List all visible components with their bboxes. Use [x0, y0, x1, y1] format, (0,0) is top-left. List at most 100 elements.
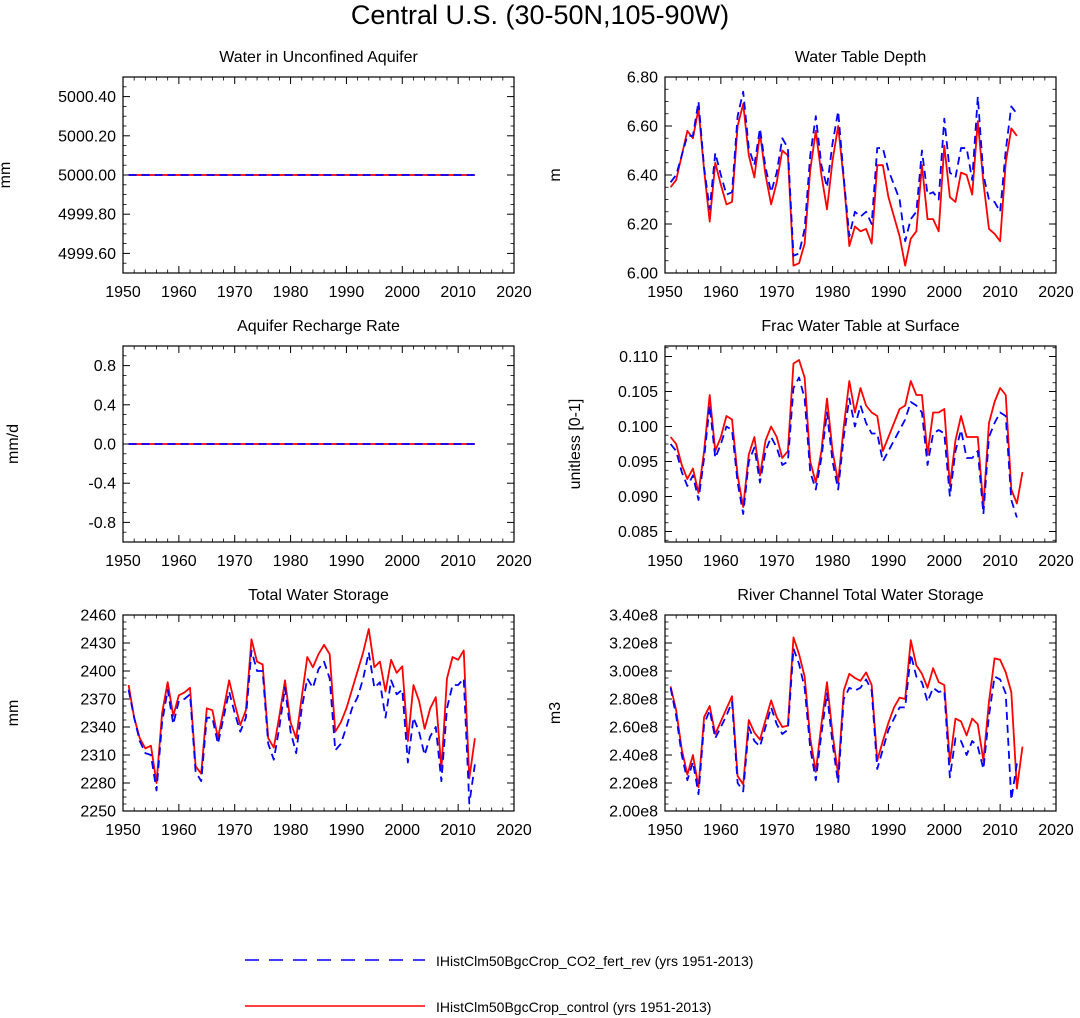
x-tick-label: 1970: [759, 553, 795, 570]
y-tick-label: 0.0: [94, 437, 116, 454]
x-tick-label: 1980: [273, 822, 309, 839]
panel-3: Aquifer Recharge Rate mm/d 1950 1960 1970 198…: [5, 318, 532, 570]
plot-frame: [664, 76, 1057, 274]
panel-6: River Channel Total Water Storage m3 1950 1…: [547, 587, 1074, 839]
y-tick-label: 2430: [80, 636, 116, 653]
y-axis-label: mm: [0, 162, 14, 189]
x-tick-label: 2010: [440, 284, 476, 301]
panel-title: Total Water Storage: [248, 587, 389, 604]
series-line-control: [127, 628, 476, 784]
y-tick-label: 0.4: [94, 397, 116, 414]
x-tick-label: 1960: [161, 284, 197, 301]
x-tick-label: 1960: [703, 553, 739, 570]
panel-5: Total Water Storage mm 1950 1960 1970 1980 199…: [5, 587, 532, 839]
x-tick-label: 1990: [329, 284, 365, 301]
series-line-control: [669, 636, 1024, 790]
panel-title: River Channel Total Water Storage: [737, 587, 983, 604]
x-tick-label: 2020: [1038, 553, 1074, 570]
y-tick-label: 0.100: [618, 419, 658, 436]
panel-title: Aquifer Recharge Rate: [237, 318, 400, 335]
y-tick-label: 2280: [80, 776, 116, 793]
y-tick-label: 2370: [80, 692, 116, 709]
y-tick-label: 4999.60: [58, 246, 116, 263]
panel-title: Water in Unconfined Aquifer: [219, 49, 418, 66]
panel-1: Water in Unconfined Aquifer mm 1950 1960 197…: [0, 49, 532, 301]
y-tick-label: 0.8: [94, 358, 116, 375]
y-axis-label: mm/d: [5, 424, 22, 464]
legend-label-co2-fert-rev: IHistClm50BgcCrop_CO2_fert_rev (yrs 1951…: [436, 953, 753, 969]
x-tick-label: 2010: [982, 553, 1018, 570]
x-tick-label: 2000: [926, 822, 962, 839]
x-tick-label: 1960: [161, 822, 197, 839]
x-tick-label: 2020: [496, 553, 532, 570]
panel-title: Frac Water Table at Surface: [761, 318, 959, 335]
x-tick-label: 1950: [105, 284, 141, 301]
x-tick-label: 2000: [926, 284, 962, 301]
x-tick-label: 1990: [871, 553, 907, 570]
x-tick-label: 1950: [105, 553, 141, 570]
plot-frame: [122, 614, 515, 812]
y-tick-label: 0.095: [618, 454, 658, 471]
x-tick-label: 2000: [384, 553, 420, 570]
y-tick-label: 2.20e8: [609, 776, 658, 793]
x-tick-label: 1980: [815, 553, 851, 570]
x-tick-label: 1960: [703, 284, 739, 301]
y-tick-label: 2310: [80, 748, 116, 765]
y-tick-label: 3.00e8: [609, 664, 658, 681]
x-tick-label: 1970: [217, 822, 253, 839]
x-tick-label: 2010: [982, 284, 1018, 301]
y-tick-label: 0.090: [618, 489, 658, 506]
y-axis-label: m3: [547, 702, 564, 724]
y-tick-label: 6.40: [627, 168, 658, 185]
x-tick-label: 1980: [815, 284, 851, 301]
panel-4: Frac Water Table at Surface unitless [0-1…: [567, 318, 1074, 570]
x-tick-label: 1950: [105, 822, 141, 839]
plot-frame: [664, 345, 1057, 543]
x-tick-label: 2020: [1038, 284, 1074, 301]
panel-title: Water Table Depth: [795, 49, 927, 66]
x-tick-label: 2020: [496, 822, 532, 839]
y-tick-label: 5000.00: [58, 168, 116, 185]
y-tick-label: 2.00e8: [609, 804, 658, 821]
y-tick-label: 2340: [80, 720, 116, 737]
x-tick-label: 1970: [217, 284, 253, 301]
y-tick-label: 2460: [80, 608, 116, 625]
y-tick-label: 2.60e8: [609, 720, 658, 737]
y-tick-label: 2.80e8: [609, 692, 658, 709]
y-tick-label: 5000.20: [58, 128, 116, 145]
x-tick-label: 1950: [647, 553, 683, 570]
x-tick-label: 1980: [273, 553, 309, 570]
series-line-co2-fert-rev: [669, 376, 1018, 518]
x-tick-label: 2000: [926, 553, 962, 570]
y-tick-label: -0.4: [88, 476, 116, 493]
y-tick-label: 0.085: [618, 524, 658, 541]
y-tick-label: 3.40e8: [609, 608, 658, 625]
y-axis-label: unitless [0-1]: [567, 399, 584, 490]
x-tick-label: 2020: [1038, 822, 1074, 839]
x-tick-label: 1990: [871, 822, 907, 839]
x-tick-label: 1950: [647, 822, 683, 839]
x-tick-label: 1980: [815, 822, 851, 839]
panel-2: Water Table Depth m 1950 1960 1970 1980 1990 20…: [547, 49, 1074, 301]
y-tick-label: 6.20: [627, 217, 658, 234]
y-axis-label: m: [547, 168, 564, 181]
y-tick-label: 2.40e8: [609, 748, 658, 765]
y-axis-label: mm: [5, 700, 22, 727]
x-tick-label: 2000: [384, 822, 420, 839]
x-tick-label: 1970: [759, 284, 795, 301]
y-tick-label: 0.105: [618, 384, 658, 401]
x-tick-label: 1990: [329, 553, 365, 570]
y-tick-label: 6.60: [627, 119, 658, 136]
x-tick-label: 1990: [871, 284, 907, 301]
x-tick-label: 2020: [496, 284, 532, 301]
series-line-co2-fert-rev: [669, 90, 1018, 257]
x-tick-label: 1980: [273, 284, 309, 301]
y-tick-label: 5000.40: [58, 89, 116, 106]
y-tick-label: 6.80: [627, 70, 658, 87]
x-tick-label: 1990: [329, 822, 365, 839]
x-tick-label: 2010: [440, 553, 476, 570]
x-tick-label: 1950: [647, 284, 683, 301]
legend: IHistClm50BgcCrop_CO2_fert_rev (yrs 1951…: [245, 953, 753, 1015]
x-tick-label: 1970: [217, 553, 253, 570]
